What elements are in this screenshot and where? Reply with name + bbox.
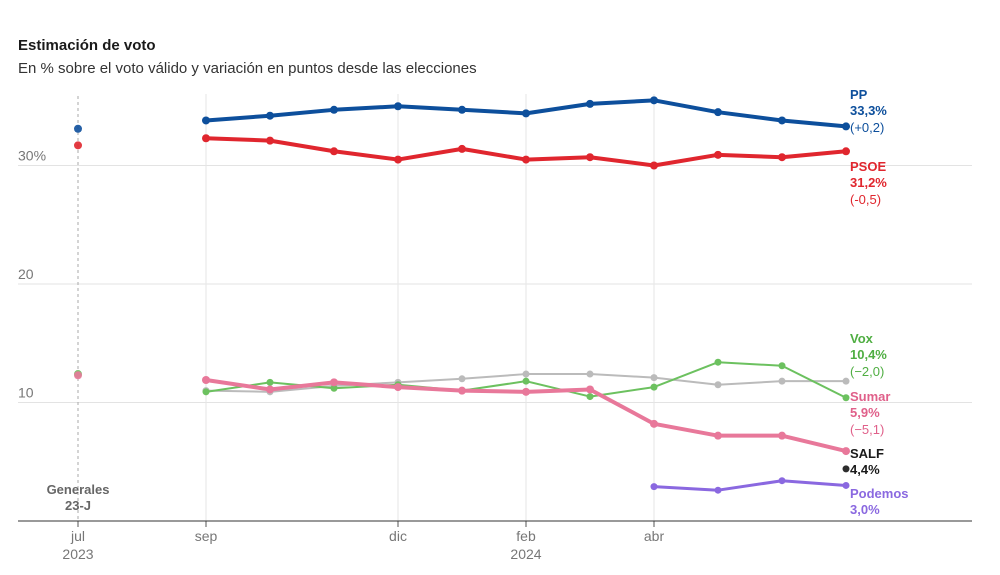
label-change-pp: (+0,2) bbox=[850, 120, 884, 135]
data-point-sumar-gris bbox=[714, 381, 722, 389]
data-point-vox bbox=[266, 378, 274, 386]
label-name-psoe: PSOE bbox=[850, 159, 886, 174]
data-point-psoe bbox=[330, 147, 338, 156]
y-tick-label: 10 bbox=[18, 385, 34, 401]
data-point-sumar bbox=[330, 378, 338, 387]
data-point-psoe bbox=[394, 155, 402, 164]
label-value-sumar: 5,9% bbox=[850, 405, 880, 420]
data-point-pp bbox=[714, 108, 722, 117]
data-point-psoe bbox=[202, 134, 210, 143]
data-point-salf bbox=[842, 465, 850, 473]
label-name-podemos: Podemos bbox=[850, 486, 909, 501]
x-tick-label: jul bbox=[70, 528, 85, 544]
data-point-sumar bbox=[458, 386, 466, 395]
data-point-vox bbox=[714, 358, 722, 366]
data-point-pp bbox=[202, 116, 210, 125]
data-point-pp bbox=[778, 116, 786, 125]
data-point-psoe bbox=[778, 153, 786, 162]
y-tick-label: 30% bbox=[18, 148, 46, 164]
data-point-podemos bbox=[714, 486, 722, 494]
election-point-psoe bbox=[74, 141, 82, 150]
election-annotation-line1: Generales bbox=[47, 482, 110, 497]
data-point-psoe bbox=[650, 161, 658, 170]
label-name-salf: SALF bbox=[850, 446, 884, 461]
data-point-pp bbox=[458, 105, 466, 114]
data-point-vox bbox=[202, 388, 210, 396]
label-value-psoe: 31,2% bbox=[850, 175, 887, 190]
x-axis: jul 2023 sep dic feb 2024 abr bbox=[18, 520, 972, 562]
data-point-psoe bbox=[842, 147, 850, 156]
data-point-sumar bbox=[394, 383, 402, 392]
data-point-podemos bbox=[650, 483, 658, 491]
election-point-pp bbox=[74, 124, 82, 133]
label-change-vox: (−2,0) bbox=[850, 364, 884, 379]
data-point-sumar-gris bbox=[522, 370, 530, 378]
data-point-sumar bbox=[266, 385, 274, 394]
x-tick-label: feb bbox=[516, 528, 536, 544]
data-point-psoe bbox=[586, 153, 594, 162]
data-point-psoe bbox=[522, 155, 530, 164]
label-value-vox: 10,4% bbox=[850, 347, 887, 362]
data-point-vox bbox=[842, 394, 850, 402]
data-point-podemos bbox=[778, 477, 786, 485]
data-point-psoe bbox=[458, 144, 466, 153]
label-name-pp: PP bbox=[850, 87, 868, 102]
label-value-podemos: 3,0% bbox=[850, 502, 880, 517]
data-point-vox bbox=[778, 362, 786, 370]
data-point-vox bbox=[650, 383, 658, 391]
x-tick-sublabel: 2024 bbox=[510, 546, 541, 562]
chart-title: Estimación de voto bbox=[18, 37, 156, 54]
data-point-vox bbox=[522, 377, 530, 385]
series-line-podemos bbox=[652, 479, 848, 492]
y-tick-label: 20 bbox=[18, 266, 34, 282]
data-point-podemos bbox=[842, 481, 850, 489]
data-point-pp bbox=[266, 111, 274, 120]
data-point-sumar-gris bbox=[650, 374, 658, 382]
data-point-sumar bbox=[202, 375, 210, 384]
election-point-sumar bbox=[74, 371, 82, 380]
data-point-psoe bbox=[266, 136, 274, 145]
data-point-pp bbox=[330, 105, 338, 114]
data-point-pp bbox=[394, 102, 402, 111]
data-point-sumar-gris bbox=[842, 377, 850, 385]
x-tick-label: dic bbox=[389, 528, 407, 544]
data-point-pp bbox=[650, 96, 658, 105]
data-point-sumar-gris bbox=[458, 375, 466, 383]
label-name-vox: Vox bbox=[850, 331, 874, 346]
data-point-sumar bbox=[714, 431, 722, 440]
data-point-sumar bbox=[778, 431, 786, 440]
data-point-psoe bbox=[714, 150, 722, 159]
label-value-salf: 4,4% bbox=[850, 462, 880, 477]
data-point-pp bbox=[522, 109, 530, 118]
data-point-sumar bbox=[842, 447, 850, 456]
data-point-sumar bbox=[522, 387, 530, 396]
data-point-vox bbox=[330, 384, 338, 392]
x-tick-sublabel: 2023 bbox=[62, 546, 93, 562]
x-tick-label: sep bbox=[195, 528, 218, 544]
election-annotation-line2: 23-J bbox=[65, 498, 91, 513]
label-value-pp: 33,3% bbox=[850, 103, 887, 118]
chart-subtitle: En % sobre el voto válido y variación en… bbox=[18, 60, 477, 77]
data-point-vox bbox=[586, 393, 594, 401]
x-tick-label: abr bbox=[644, 528, 665, 544]
label-name-sumar: Sumar bbox=[850, 389, 890, 404]
data-point-sumar-gris bbox=[586, 370, 594, 378]
grid-layer: 10 20 30% bbox=[18, 94, 972, 521]
label-change-sumar: (−5,1) bbox=[850, 422, 884, 437]
data-point-sumar bbox=[650, 419, 658, 428]
data-point-pp bbox=[586, 99, 594, 108]
series-layer bbox=[74, 96, 850, 494]
label-change-psoe: (-0,5) bbox=[850, 192, 881, 207]
data-point-sumar bbox=[586, 385, 594, 394]
data-point-sumar-gris bbox=[778, 377, 786, 385]
data-point-pp bbox=[842, 122, 850, 131]
